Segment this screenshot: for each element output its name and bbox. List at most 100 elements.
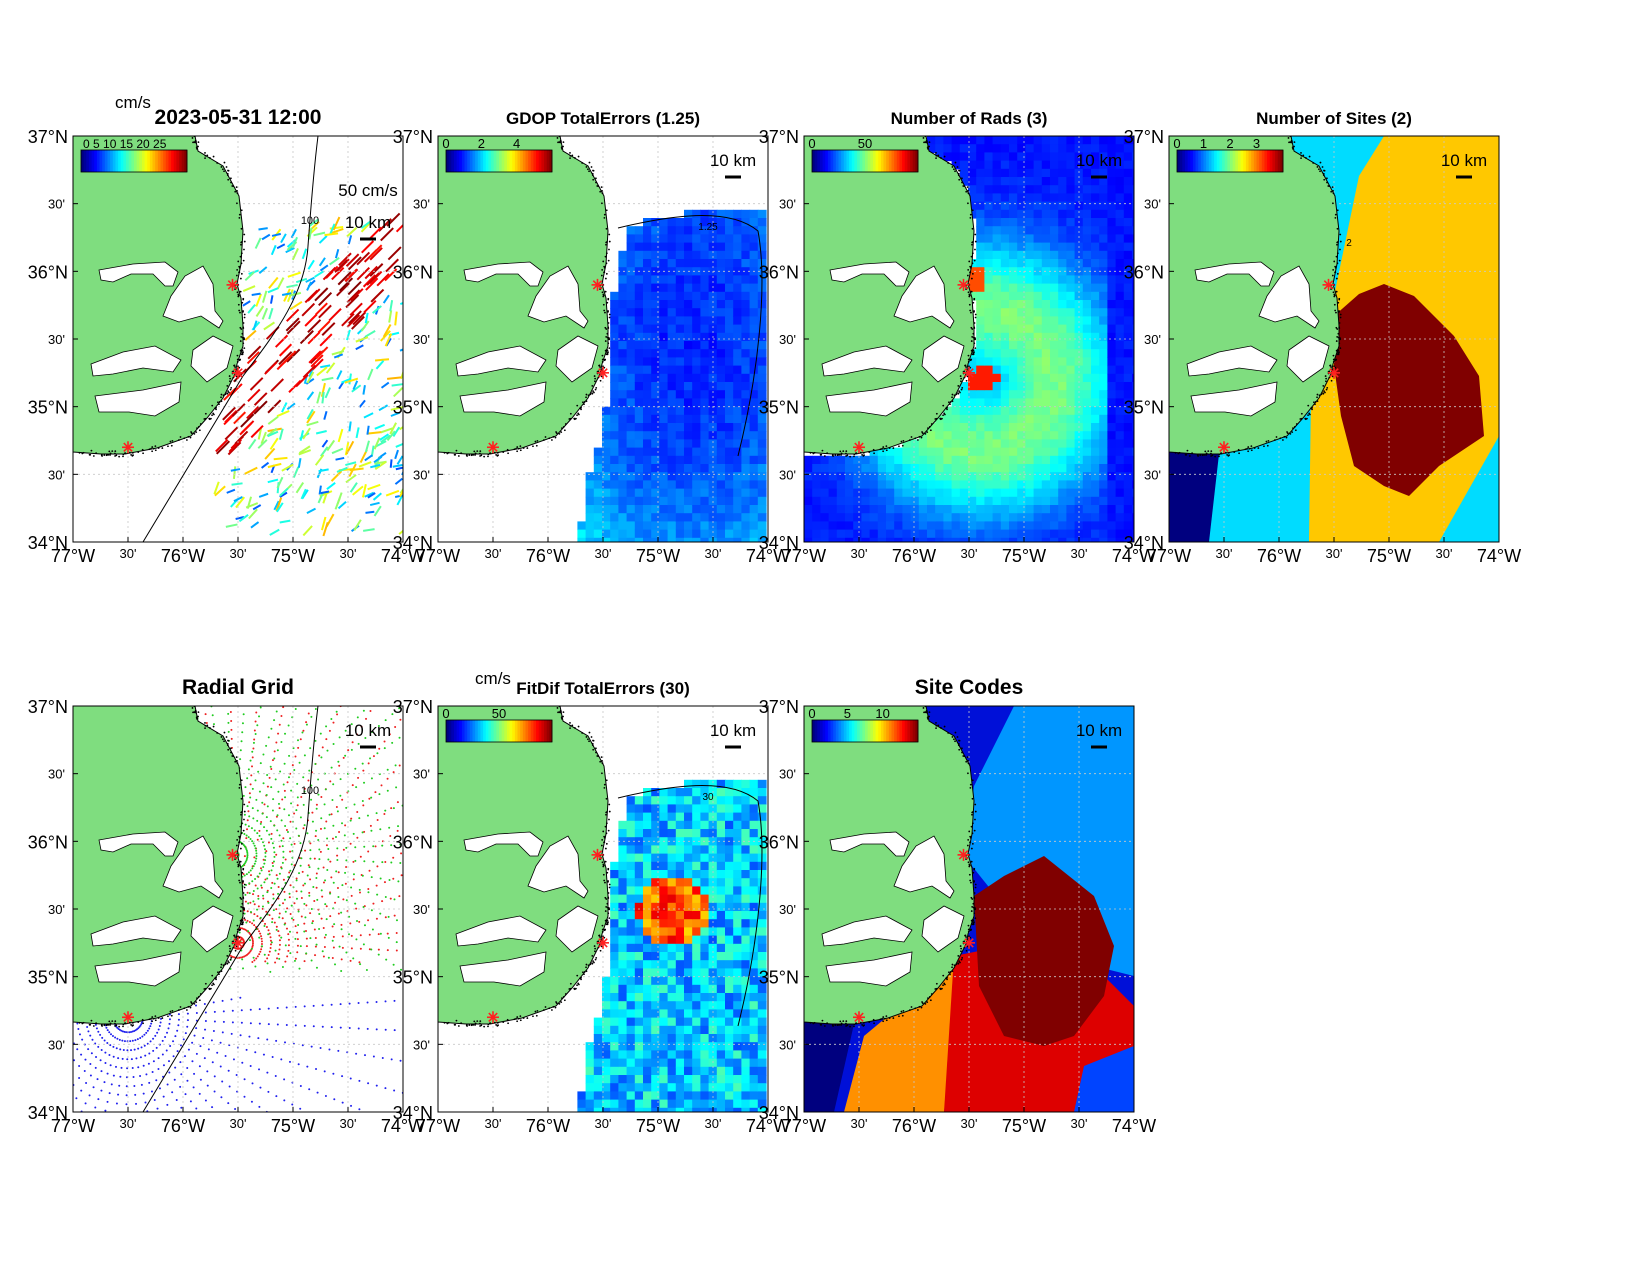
radial-grid-point xyxy=(245,849,248,852)
coast-dot xyxy=(242,351,244,354)
heatmap-cell xyxy=(943,505,953,514)
radial-grid-point xyxy=(361,762,364,765)
heatmap-cell xyxy=(1017,480,1026,490)
heatmap-cell xyxy=(1123,316,1133,326)
colorbar-swatch xyxy=(1275,150,1279,172)
coast-dot xyxy=(1248,447,1251,450)
heatmap-cell xyxy=(1025,291,1035,301)
heatmap-cell xyxy=(634,226,644,235)
radial-grid-point xyxy=(368,869,371,872)
heatmap-cell xyxy=(1074,521,1084,531)
coast-dot xyxy=(585,166,588,168)
coast-dot xyxy=(114,450,117,453)
colorbar-swatch xyxy=(1243,150,1247,172)
coast-dot xyxy=(1336,272,1339,275)
velocity-vector xyxy=(306,507,316,515)
radial-grid-point xyxy=(284,944,287,947)
colorbar-swatch xyxy=(1216,150,1220,172)
velocity-vector xyxy=(261,233,271,241)
radial-grid-point xyxy=(278,834,281,837)
velocity-vector xyxy=(258,492,269,498)
radial-grid-point xyxy=(323,803,326,806)
heatmap-cell xyxy=(861,488,871,498)
heatmap-cell xyxy=(1033,398,1043,408)
heatmap-cell xyxy=(869,480,879,490)
heatmap-cell xyxy=(1074,226,1084,235)
heatmap-cell xyxy=(692,488,701,498)
coast-dot xyxy=(238,309,241,312)
heatmap-cell xyxy=(618,365,628,375)
radial-grid-point xyxy=(277,952,280,955)
velocity-vector xyxy=(334,249,340,259)
coast-dot xyxy=(1322,392,1325,395)
heatmap-cell xyxy=(959,406,969,416)
coast-dot xyxy=(109,454,111,456)
heatmap-cell xyxy=(1033,332,1043,342)
radial-grid-point xyxy=(204,1028,207,1031)
radial-grid-point xyxy=(250,827,253,830)
heatmap-cell xyxy=(1099,275,1108,285)
radial-grid-point xyxy=(370,876,373,879)
heatmap-cell xyxy=(733,472,742,481)
coast-dot xyxy=(122,455,124,458)
radial-grid-point xyxy=(104,1051,107,1054)
heatmap-cell xyxy=(602,505,611,514)
radial-grid-point xyxy=(313,900,316,903)
heatmap-cell xyxy=(1082,529,1092,539)
heatmap-cell xyxy=(651,275,660,285)
scale-bar-label: 10 km xyxy=(1076,151,1122,170)
heatmap-cell xyxy=(968,439,977,449)
y-tick-label: 35°N xyxy=(1124,398,1164,418)
coast-dot xyxy=(543,439,545,441)
heatmap-cell xyxy=(1000,382,1010,391)
heatmap-cell xyxy=(1107,144,1117,153)
heatmap-cell xyxy=(1009,291,1018,301)
coast-dot xyxy=(228,391,230,394)
radial-grid-point xyxy=(315,876,318,879)
x-tick-label: 74°W xyxy=(746,546,790,566)
heatmap-cell xyxy=(992,275,1002,285)
heatmap-cell xyxy=(667,275,677,285)
heatmap-cell xyxy=(1091,275,1100,285)
coast-dot xyxy=(1326,177,1328,180)
heatmap-cell xyxy=(749,513,759,522)
heatmap-cell xyxy=(1107,472,1117,481)
radial-grid-point xyxy=(337,912,340,915)
coast-dot xyxy=(243,347,246,350)
heatmap-cell xyxy=(976,431,985,440)
coast-dot xyxy=(1337,301,1340,304)
coast-dot xyxy=(1338,326,1341,329)
coast-dot xyxy=(583,403,585,406)
radial-grid-point xyxy=(308,891,311,894)
heatmap-cell xyxy=(927,537,936,542)
heatmap-cell xyxy=(1041,136,1051,145)
heatmap-cell xyxy=(692,267,701,276)
heatmap-cell xyxy=(951,136,961,145)
heatmap-cell xyxy=(651,513,660,522)
velocity-vector xyxy=(306,420,319,427)
colorbar-swatch xyxy=(872,150,876,172)
coast-dot xyxy=(963,376,966,379)
heatmap-cell xyxy=(1033,291,1043,301)
heatmap-cell xyxy=(1082,505,1092,514)
heatmap-cell xyxy=(1025,472,1035,481)
radial-grid-point xyxy=(371,730,374,733)
coast-dot xyxy=(1282,439,1284,441)
heatmap-cell xyxy=(902,505,912,514)
heatmap-cell xyxy=(1082,496,1092,506)
radial-grid-point xyxy=(245,873,248,876)
radial-grid-point xyxy=(386,949,389,952)
coast-dot xyxy=(204,152,206,154)
radial-grid-point xyxy=(362,943,365,946)
radial-grid-point xyxy=(89,1034,92,1037)
coast-dot xyxy=(1316,393,1319,396)
heatmap-cell xyxy=(708,349,718,358)
heatmap-cell xyxy=(1123,291,1133,301)
colorbar-tick-label: 1 xyxy=(1200,136,1207,151)
radial-grid-point xyxy=(275,741,278,744)
coast-dot xyxy=(606,353,609,356)
coast-dot xyxy=(468,454,471,456)
heatmap-cell xyxy=(741,267,751,276)
colorbar-swatch xyxy=(549,150,553,172)
